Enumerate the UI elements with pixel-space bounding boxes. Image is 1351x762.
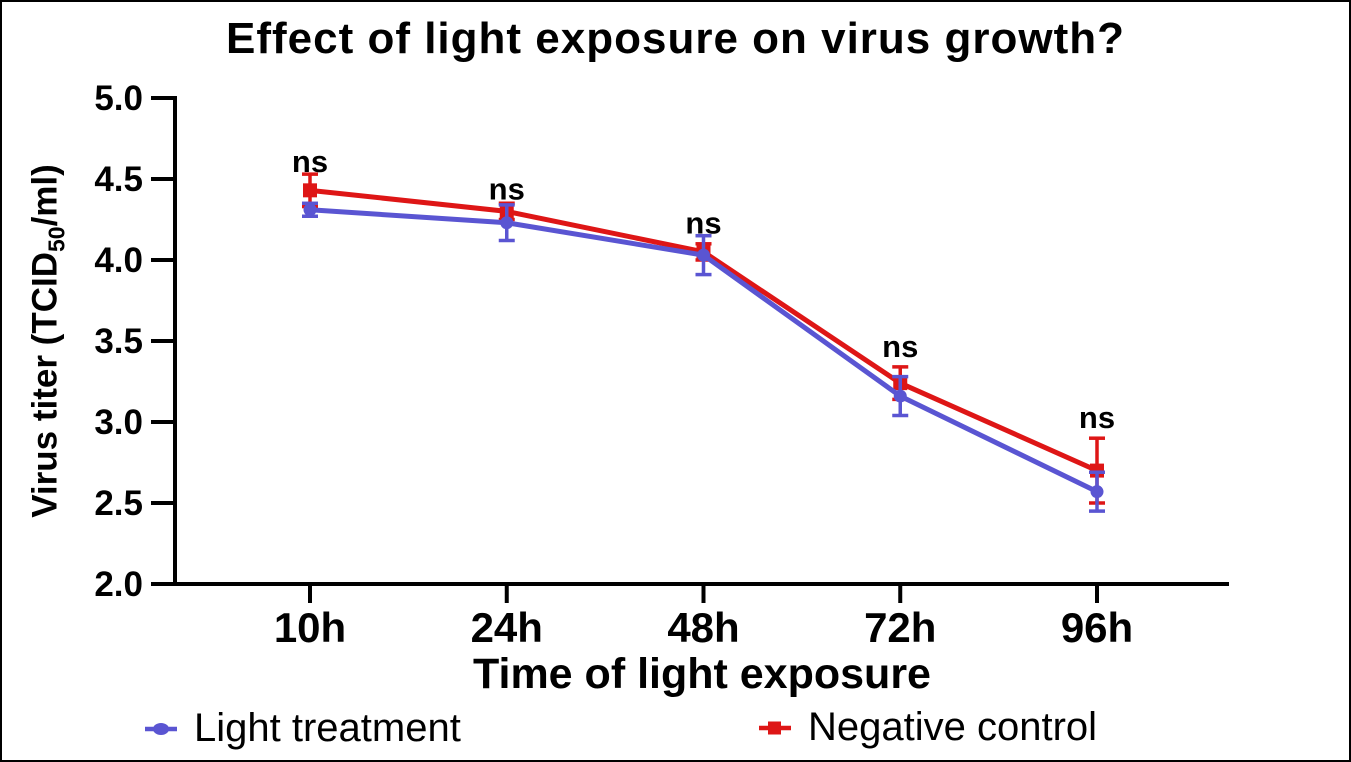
x-axis-title: Time of light exposure: [473, 650, 931, 698]
data-point-light-treatment: [500, 216, 514, 230]
x-tick-label: 48h: [667, 604, 739, 651]
ns-annotation: ns: [1079, 400, 1115, 435]
line-dot-marker-icon: [145, 722, 177, 735]
y-tick-label: 3.0: [94, 403, 143, 442]
data-point-light-treatment: [303, 203, 317, 217]
y-tick-label: 4.5: [94, 160, 143, 199]
data-point-light-treatment: [1090, 485, 1104, 499]
y-tick-label: 5.0: [94, 79, 143, 118]
data-point-light-treatment: [893, 389, 907, 403]
data-point-negative-control: [303, 183, 317, 198]
x-tick-label: 24h: [471, 604, 543, 651]
data-point-light-treatment: [697, 248, 710, 262]
chart-title: Effect of light exposure on virus growth…: [225, 14, 1126, 63]
legend-item-light-treatment: Light treatment: [144, 706, 461, 751]
x-tick-label: 96h: [1061, 604, 1133, 651]
ns-annotation: ns: [489, 172, 525, 207]
y-tick-label: 3.5: [94, 322, 143, 361]
x-tick-label: 10h: [274, 604, 346, 651]
line-square-marker-icon: [759, 721, 791, 734]
ns-annotation: ns: [292, 144, 328, 179]
y-tick-label: 2.0: [94, 565, 143, 604]
legend-item-negative-control: Negative control: [758, 705, 1097, 750]
ns-annotation: ns: [685, 206, 721, 241]
legend-label-negative-control: Negative control: [808, 705, 1098, 749]
y-tick-label: 2.5: [94, 484, 143, 523]
legend-label-light-treatment: Light treatment: [194, 706, 461, 750]
x-tick-label: 72h: [864, 604, 936, 651]
y-tick-label: 4.0: [94, 241, 143, 280]
ns-annotation: ns: [882, 329, 918, 364]
